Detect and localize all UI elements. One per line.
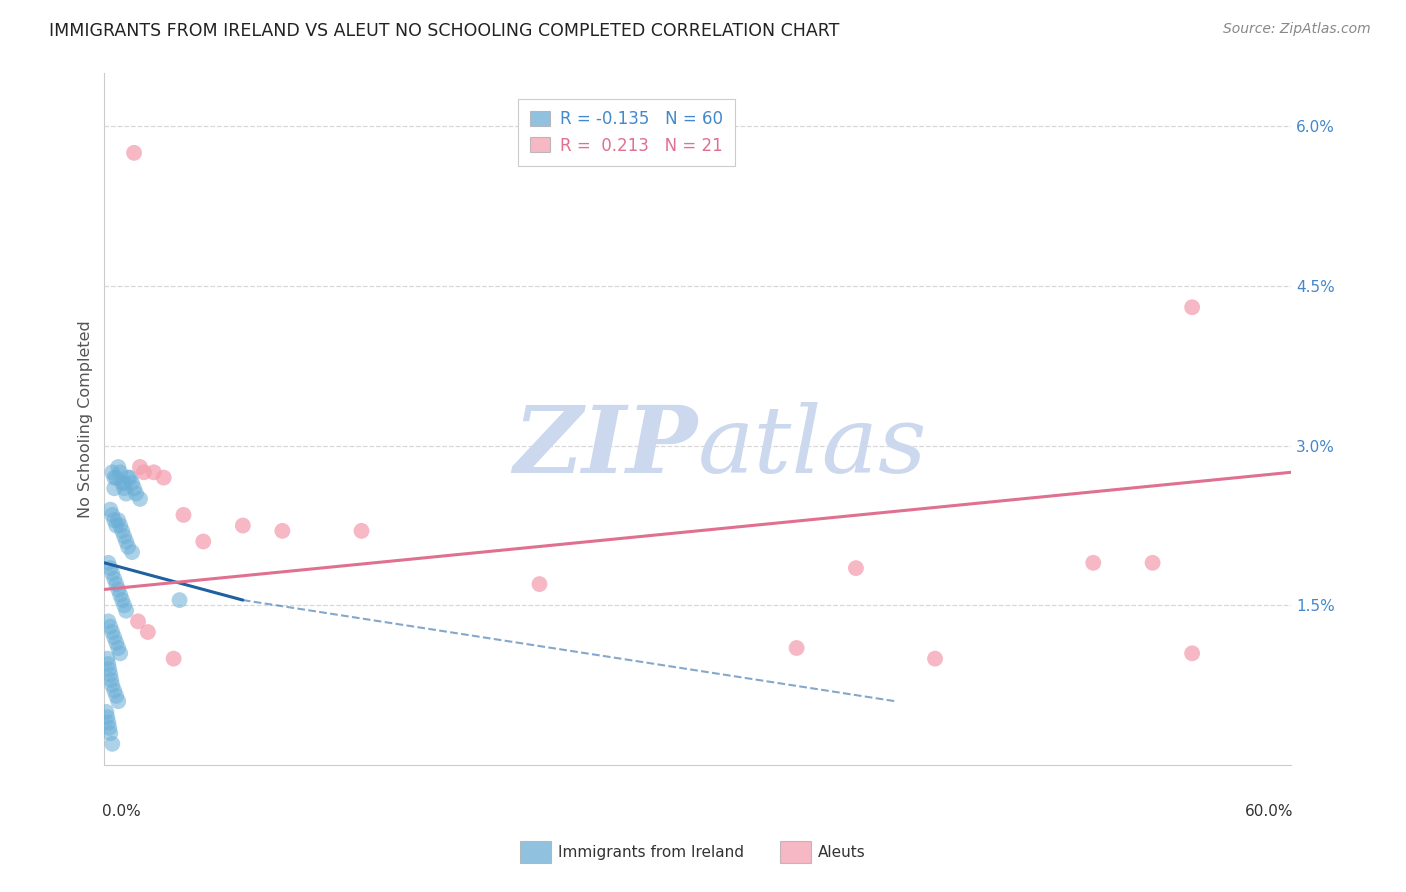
Point bbox=[129, 491, 152, 506]
Point bbox=[169, 593, 191, 607]
Point bbox=[98, 502, 121, 516]
Point bbox=[125, 486, 148, 500]
Text: 60.0%: 60.0% bbox=[1246, 804, 1294, 819]
Point bbox=[97, 615, 120, 629]
Point bbox=[111, 475, 134, 490]
Point bbox=[101, 737, 124, 751]
Point bbox=[98, 662, 121, 676]
Point bbox=[108, 588, 131, 602]
Text: Source: ZipAtlas.com: Source: ZipAtlas.com bbox=[1223, 22, 1371, 37]
Point bbox=[271, 524, 294, 538]
Point bbox=[105, 689, 128, 703]
Point bbox=[112, 481, 135, 495]
Point bbox=[112, 475, 135, 490]
Point bbox=[529, 577, 551, 591]
Point bbox=[101, 678, 124, 692]
Point bbox=[786, 640, 808, 655]
Point bbox=[193, 534, 215, 549]
Point bbox=[121, 545, 143, 559]
Point bbox=[924, 651, 946, 665]
Point bbox=[1083, 556, 1105, 570]
Text: Aleuts: Aleuts bbox=[818, 845, 866, 860]
Point bbox=[845, 561, 868, 575]
Point bbox=[105, 635, 128, 649]
Point bbox=[98, 667, 121, 681]
Point bbox=[101, 508, 124, 522]
Point bbox=[121, 475, 143, 490]
Point bbox=[96, 710, 118, 724]
Point bbox=[105, 470, 128, 484]
Point bbox=[96, 651, 118, 665]
Point bbox=[105, 577, 128, 591]
Text: atlas: atlas bbox=[697, 401, 927, 491]
Point bbox=[115, 486, 138, 500]
Y-axis label: No Schooling Completed: No Schooling Completed bbox=[79, 320, 93, 518]
Point bbox=[98, 726, 121, 740]
Point bbox=[103, 470, 125, 484]
Point bbox=[115, 604, 138, 618]
Point bbox=[101, 465, 124, 479]
Point bbox=[103, 481, 125, 495]
Text: 0.0%: 0.0% bbox=[101, 804, 141, 819]
Point bbox=[108, 465, 131, 479]
Legend: R = -0.135   N = 60, R =  0.213   N = 21: R = -0.135 N = 60, R = 0.213 N = 21 bbox=[519, 99, 735, 166]
Point bbox=[98, 721, 121, 735]
Point bbox=[97, 556, 120, 570]
Point bbox=[103, 572, 125, 586]
Text: ZIP: ZIP bbox=[513, 401, 697, 491]
Point bbox=[96, 705, 118, 719]
Point bbox=[107, 694, 129, 708]
Point bbox=[112, 599, 135, 613]
Point bbox=[111, 524, 134, 538]
Point bbox=[98, 620, 121, 634]
Point bbox=[142, 465, 165, 479]
Point bbox=[97, 657, 120, 671]
Point bbox=[117, 540, 139, 554]
Text: IMMIGRANTS FROM IRELAND VS ALEUT NO SCHOOLING COMPLETED CORRELATION CHART: IMMIGRANTS FROM IRELAND VS ALEUT NO SCHO… bbox=[49, 22, 839, 40]
Point bbox=[111, 593, 134, 607]
Point bbox=[101, 566, 124, 581]
Point bbox=[112, 529, 135, 543]
Point bbox=[350, 524, 373, 538]
Point bbox=[105, 518, 128, 533]
Point bbox=[108, 646, 131, 660]
Point bbox=[97, 715, 120, 730]
Point bbox=[1181, 646, 1204, 660]
Text: Immigrants from Ireland: Immigrants from Ireland bbox=[558, 845, 744, 860]
Point bbox=[122, 145, 145, 160]
Point bbox=[232, 518, 254, 533]
Point bbox=[120, 470, 142, 484]
Point bbox=[107, 640, 129, 655]
Point bbox=[173, 508, 195, 522]
Point bbox=[101, 625, 124, 640]
Point bbox=[103, 513, 125, 527]
Point bbox=[129, 460, 152, 475]
Point bbox=[100, 673, 122, 687]
Point bbox=[115, 534, 138, 549]
Point bbox=[1181, 300, 1204, 314]
Point bbox=[107, 513, 129, 527]
Point bbox=[122, 481, 145, 495]
Point bbox=[136, 625, 159, 640]
Point bbox=[107, 460, 129, 475]
Point bbox=[152, 470, 174, 484]
Point bbox=[103, 631, 125, 645]
Point bbox=[98, 561, 121, 575]
Point bbox=[127, 615, 149, 629]
Point bbox=[162, 651, 184, 665]
Point bbox=[107, 582, 129, 597]
Point bbox=[117, 470, 139, 484]
Point bbox=[1142, 556, 1164, 570]
Point bbox=[103, 683, 125, 698]
Point bbox=[132, 465, 155, 479]
Point bbox=[108, 518, 131, 533]
